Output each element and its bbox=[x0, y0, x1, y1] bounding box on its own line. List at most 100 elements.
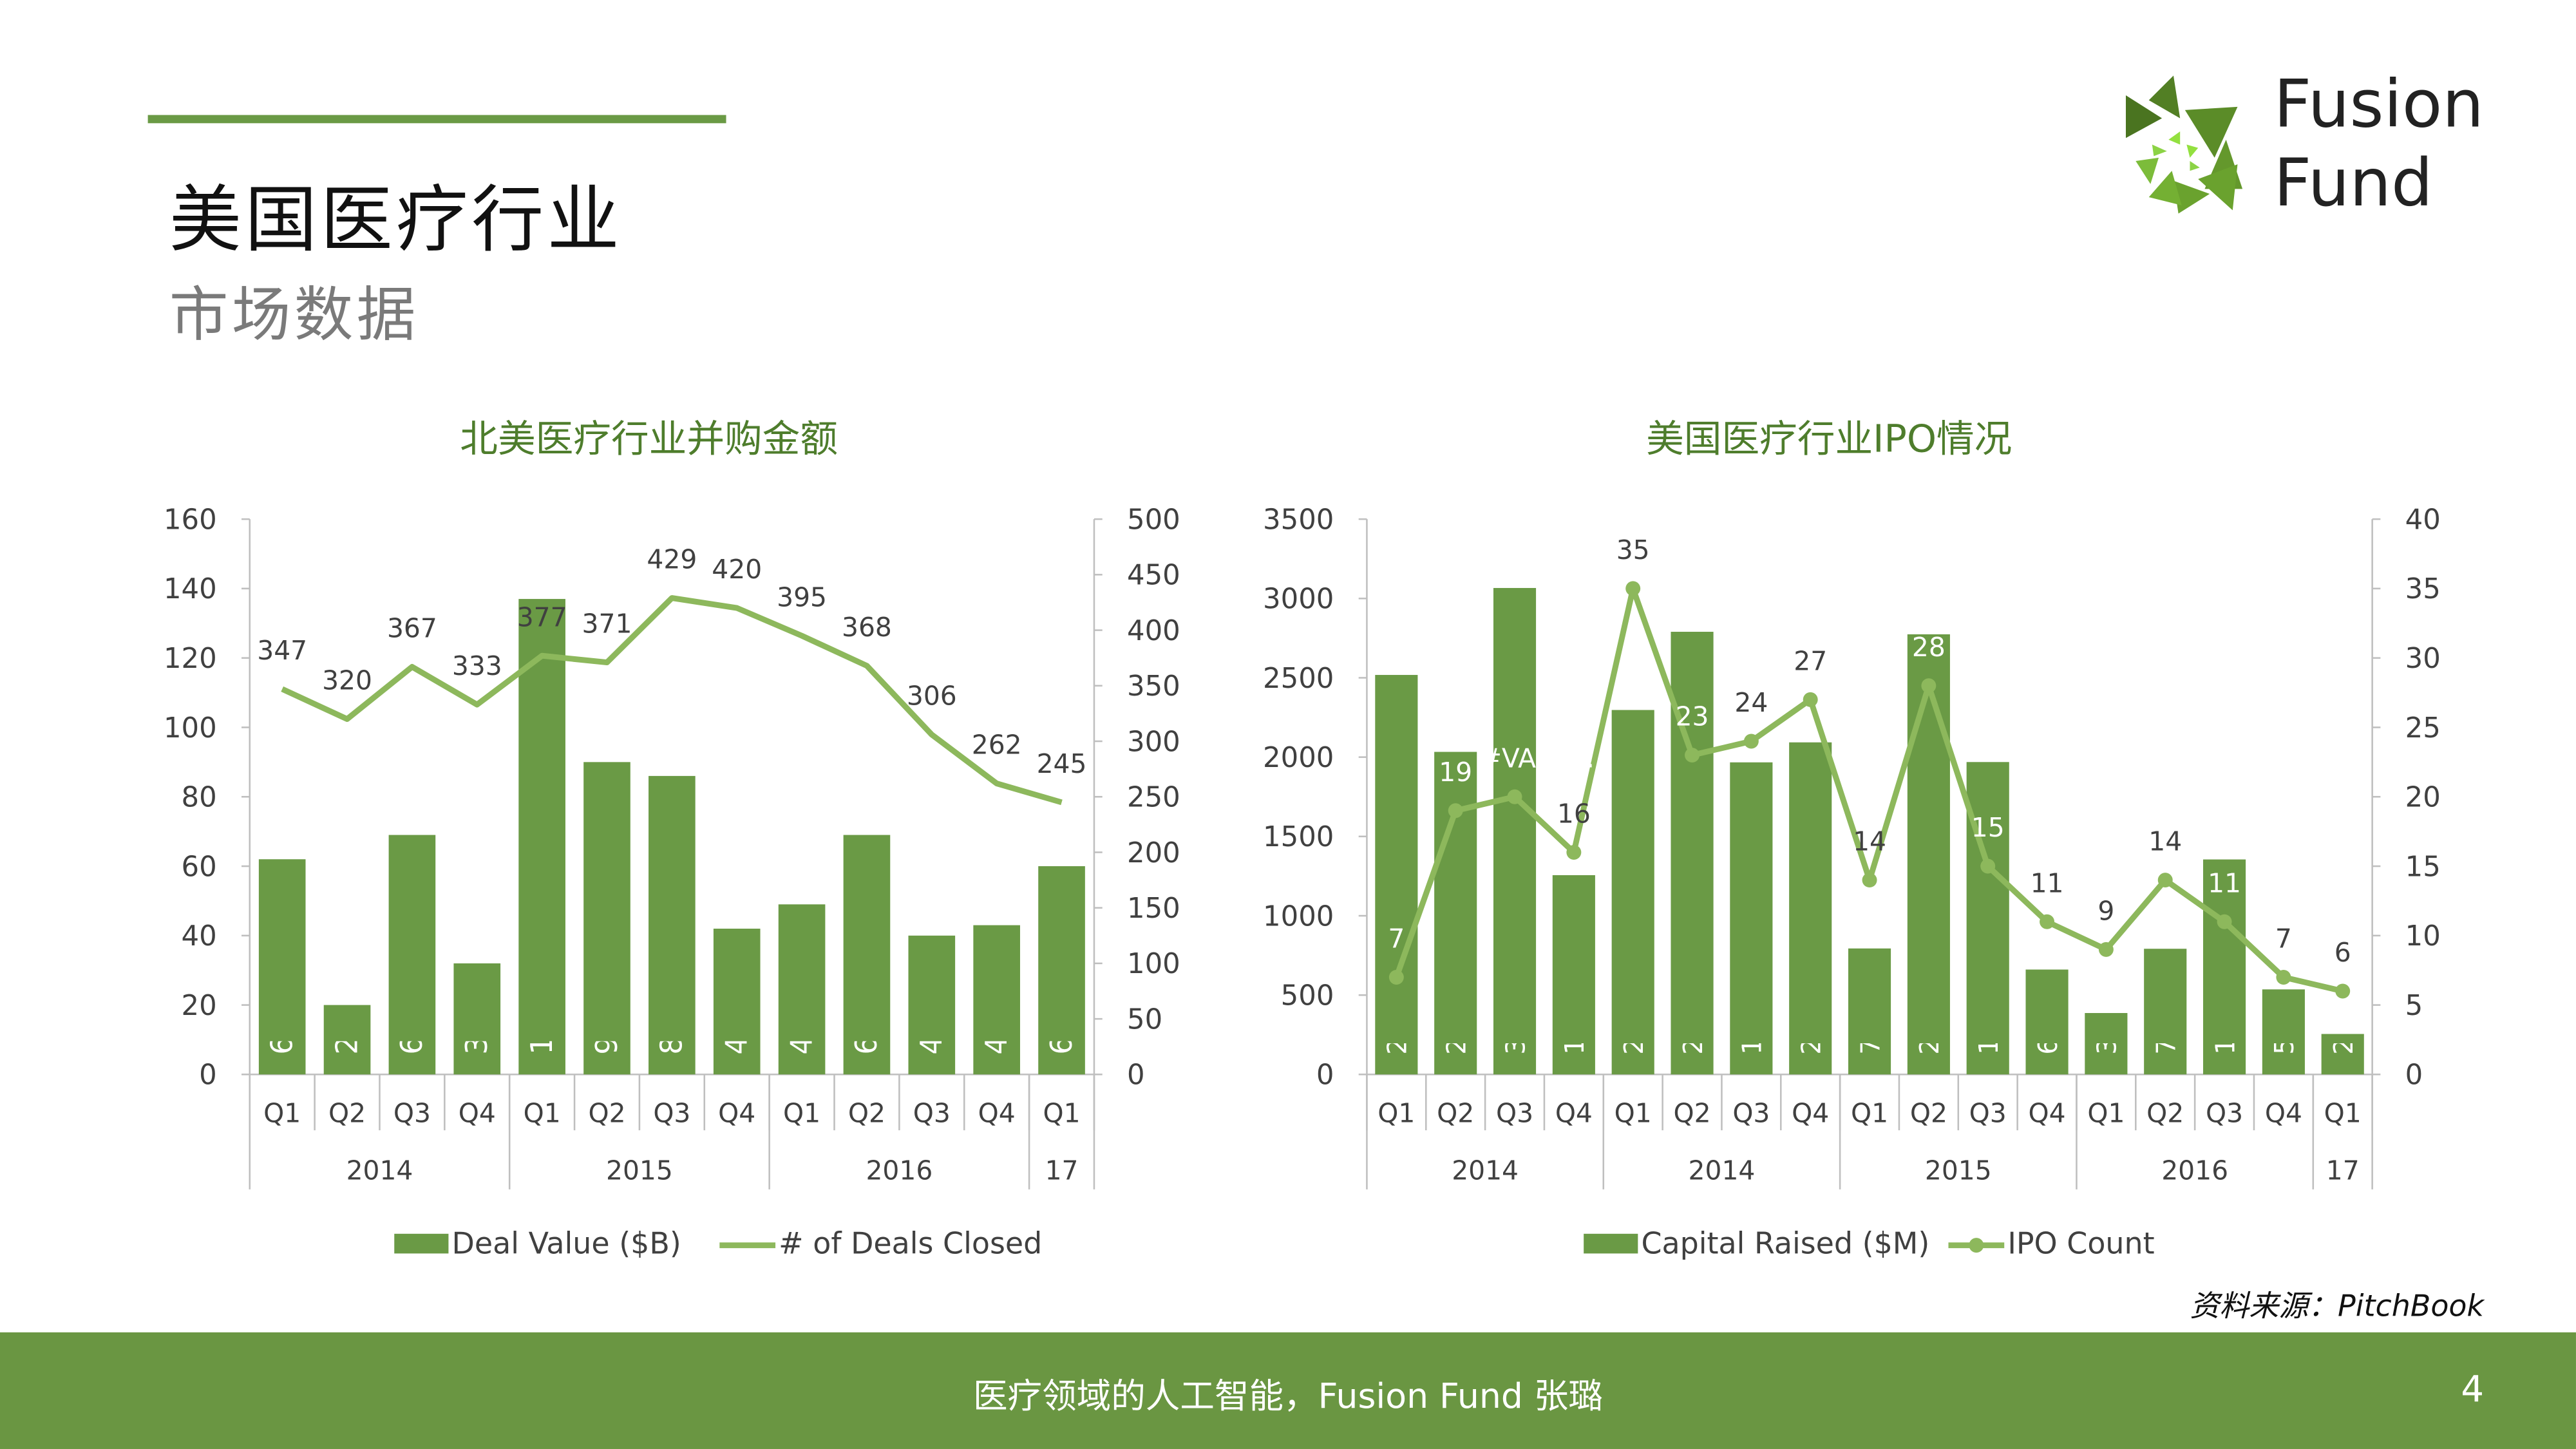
bar-data-label: 69 bbox=[394, 1017, 429, 1054]
line-data-label: 9 bbox=[2098, 895, 2114, 926]
line-point bbox=[2276, 969, 2291, 985]
bar-data-label: 1355 bbox=[2210, 988, 2240, 1055]
right-tick-label: 0 bbox=[1127, 1059, 1145, 1092]
bar bbox=[2202, 859, 2246, 1075]
category-label: Q1 bbox=[1378, 1097, 1415, 1128]
bar bbox=[713, 929, 761, 1075]
group-label: 2016 bbox=[2161, 1155, 2228, 1186]
category-label: Q4 bbox=[2265, 1097, 2302, 1128]
left-tick-label: 140 bbox=[164, 573, 217, 605]
line-point bbox=[1566, 844, 1582, 860]
category-label: Q1 bbox=[1851, 1097, 1888, 1128]
right-tick-label: 25 bbox=[2405, 712, 2441, 744]
group-label: 2016 bbox=[866, 1155, 933, 1186]
group-label: 2015 bbox=[606, 1155, 673, 1186]
line-series bbox=[281, 595, 1063, 806]
bar bbox=[388, 835, 436, 1075]
line-point bbox=[2157, 873, 2173, 888]
category-label: Q2 bbox=[1910, 1097, 1947, 1128]
line-data-label: 24 bbox=[1734, 687, 1768, 718]
legend-line-marker bbox=[1969, 1238, 1984, 1253]
line-data-label: 11 bbox=[2208, 867, 2241, 898]
bar-data-label: 69 bbox=[849, 1017, 884, 1054]
category-label: Q3 bbox=[913, 1097, 951, 1128]
category-label: Q4 bbox=[718, 1097, 755, 1128]
category-label: Q4 bbox=[978, 1097, 1016, 1128]
line-data-label: 27 bbox=[1794, 645, 1827, 676]
bar bbox=[2321, 1034, 2364, 1075]
group-label: 2014 bbox=[346, 1155, 413, 1186]
bar-data-label: 137 bbox=[524, 998, 559, 1055]
line-point bbox=[1743, 734, 1759, 749]
right-tick-label: 35 bbox=[2405, 573, 2441, 605]
left-tick-label: 2500 bbox=[1263, 663, 1334, 695]
line-data-label: 371 bbox=[582, 609, 632, 639]
bar-data-label: 32 bbox=[459, 1017, 494, 1054]
logo-text-line1: Fusion bbox=[2273, 67, 2484, 143]
right-tick-label: 15 bbox=[2405, 851, 2441, 883]
line-data-label: 7 bbox=[1388, 923, 1405, 954]
line-data-label: 420 bbox=[712, 554, 762, 585]
category-label: Q1 bbox=[2324, 1097, 2362, 1128]
left-tick-label: 500 bbox=[1281, 980, 1334, 1012]
bar-data-label: 2790 bbox=[1678, 988, 1709, 1055]
category-label: Q2 bbox=[2146, 1097, 2184, 1128]
bar bbox=[1038, 866, 1085, 1075]
category-label: Q3 bbox=[393, 1097, 431, 1128]
line-point bbox=[1921, 678, 1937, 694]
category-label: Q1 bbox=[524, 1097, 561, 1128]
legend-bar-swatch bbox=[394, 1233, 449, 1254]
bar-data-label: 3066 bbox=[1500, 988, 1531, 1055]
line-data-label: 245 bbox=[1037, 748, 1087, 779]
bar bbox=[1730, 762, 1773, 1075]
line-data-label: 19 bbox=[1439, 757, 1472, 788]
bar-data-label: 1967 bbox=[1737, 988, 1768, 1055]
bar-data-label: 536 bbox=[2269, 1005, 2300, 1055]
bar bbox=[1789, 742, 1832, 1075]
bar-data-label: 792 bbox=[2151, 1005, 2182, 1055]
line-data-label: #VALUE! bbox=[1480, 743, 1596, 773]
right-tick-label: 400 bbox=[1127, 615, 1180, 647]
right-tick-label: 40 bbox=[2405, 504, 2441, 536]
bar-data-label: 794 bbox=[1855, 1005, 1886, 1055]
line-data-label: 262 bbox=[972, 730, 1022, 761]
left-tick-label: 1000 bbox=[1263, 900, 1334, 933]
left-tick-label: 1500 bbox=[1263, 821, 1334, 853]
line-point bbox=[1507, 789, 1522, 804]
chart-title-ma: 北美医疗行业并购金额 bbox=[460, 419, 838, 462]
bar bbox=[258, 859, 306, 1075]
bar-data-label: 387 bbox=[2092, 1005, 2123, 1055]
bar-data-label: 1256 bbox=[1559, 988, 1590, 1055]
bar-data-label: 43 bbox=[979, 1017, 1014, 1054]
right-tick-label: 300 bbox=[1127, 726, 1180, 758]
line-data-label: 14 bbox=[1853, 826, 1886, 857]
legend-line-label: IPO Count bbox=[2007, 1226, 2154, 1260]
title-accent-bar bbox=[147, 115, 726, 124]
line-point bbox=[2335, 983, 2351, 999]
left-tick-label: 160 bbox=[164, 504, 217, 536]
line-data-label: 429 bbox=[647, 544, 697, 575]
bar bbox=[2085, 1013, 2128, 1075]
right-tick-label: 100 bbox=[1127, 948, 1180, 980]
line-series bbox=[1394, 585, 2344, 994]
bar bbox=[453, 963, 501, 1075]
right-tick-label: 10 bbox=[2405, 920, 2441, 952]
legend-line-label: # of Deals Closed bbox=[779, 1226, 1042, 1260]
bar bbox=[843, 835, 891, 1075]
bar bbox=[323, 1005, 371, 1075]
left-tick-label: 60 bbox=[182, 851, 217, 883]
line-data-label: 15 bbox=[1971, 812, 2005, 843]
right-tick-label: 5 bbox=[2405, 990, 2423, 1022]
category-label: Q2 bbox=[848, 1097, 886, 1128]
category-label: Q3 bbox=[1496, 1097, 1533, 1128]
line-point bbox=[2040, 914, 2055, 929]
bar bbox=[1671, 632, 1714, 1075]
line-data-label: 16 bbox=[1557, 799, 1591, 829]
line-data-label: 320 bbox=[322, 665, 372, 696]
bar bbox=[778, 904, 826, 1075]
bar bbox=[1552, 875, 1595, 1075]
category-label: Q3 bbox=[653, 1097, 690, 1128]
line-data-label: 28 bbox=[1912, 632, 1946, 663]
left-tick-label: 3500 bbox=[1263, 504, 1334, 536]
category-label: Q4 bbox=[1555, 1097, 1593, 1128]
